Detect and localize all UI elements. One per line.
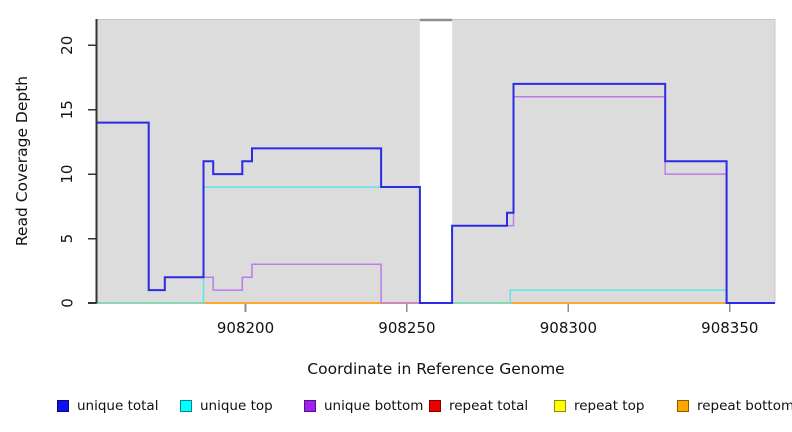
- legend-swatch-unique-bottom: [304, 400, 316, 412]
- y-tick-label-0: 0: [58, 298, 76, 308]
- legend: unique total unique top unique bottom repea…: [0, 396, 792, 420]
- legend-item-unique-top: unique top: [180, 396, 273, 416]
- legend-item-unique-bottom: unique bottom: [304, 396, 423, 416]
- legend-swatch-repeat-top: [554, 400, 566, 412]
- x-tick-label-908350: 908350: [701, 319, 758, 337]
- y-tick-label-10: 10: [58, 165, 76, 184]
- x-axis-label: Coordinate in Reference Genome: [307, 360, 564, 378]
- legend-label-unique-bottom: unique bottom: [324, 398, 424, 414]
- series-line-unique-total: [97, 82, 775, 304]
- y-axis-label: Read Coverage Depth: [13, 76, 31, 246]
- legend-item-repeat-top: repeat top: [554, 396, 644, 416]
- x-tick-label-908250: 908250: [378, 319, 435, 337]
- y-tick-label-15: 15: [58, 100, 76, 119]
- legend-swatch-repeat-bottom: [677, 400, 689, 412]
- legend-swatch-unique-top: [180, 400, 192, 412]
- legend-label-unique-total: unique total: [77, 398, 159, 414]
- y-tick-label-5: 5: [58, 234, 76, 244]
- y-tick-label-20: 20: [58, 36, 76, 55]
- legend-label-unique-top: unique top: [200, 398, 273, 414]
- legend-swatch-repeat-total: [429, 400, 441, 412]
- legend-swatch-unique-total: [57, 400, 69, 412]
- coverage-gap-band: [419, 20, 453, 303]
- plot-layer: 0 5 10 15 20 908200 908250 908300 908350: [58, 18, 776, 337]
- legend-label-repeat-total: repeat total: [449, 398, 529, 414]
- chart-canvas: 0 5 10 15 20 908200 908250 908300 908350 Coordin…: [13, 18, 776, 378]
- legend-label-repeat-top: repeat top: [574, 398, 645, 414]
- x-tick-label-908300: 908300: [540, 319, 597, 337]
- x-tick-label-908200: 908200: [217, 319, 274, 337]
- legend-item-repeat-total: repeat total: [429, 396, 528, 416]
- legend-item-repeat-bottom: repeat bottom: [677, 396, 792, 416]
- legend-label-repeat-bottom: repeat bottom: [697, 398, 792, 414]
- legend-item-unique-total: unique total: [57, 396, 158, 416]
